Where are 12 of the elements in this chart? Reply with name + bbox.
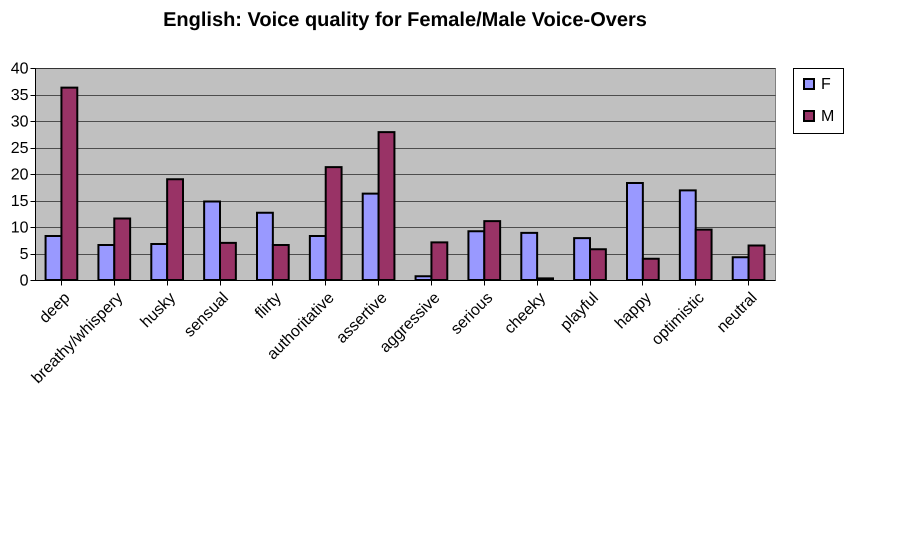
- y-tick-label: 20: [10, 166, 29, 184]
- y-tick-label: 5: [20, 246, 29, 263]
- y-tick-label: 30: [10, 114, 29, 130]
- y-tick-label: 15: [10, 193, 29, 210]
- y-tick-label: 25: [10, 140, 29, 157]
- legend-label: M: [821, 108, 834, 125]
- y-tick-label: 10: [10, 220, 29, 236]
- chart-title: English: Voice quality for Female/Male Voice-Overs: [163, 9, 647, 31]
- legend-label: F: [821, 76, 831, 93]
- y-tick-label: 35: [10, 87, 29, 104]
- y-tick-label: 40: [10, 60, 29, 78]
- y-tick-label: 0: [20, 272, 29, 290]
